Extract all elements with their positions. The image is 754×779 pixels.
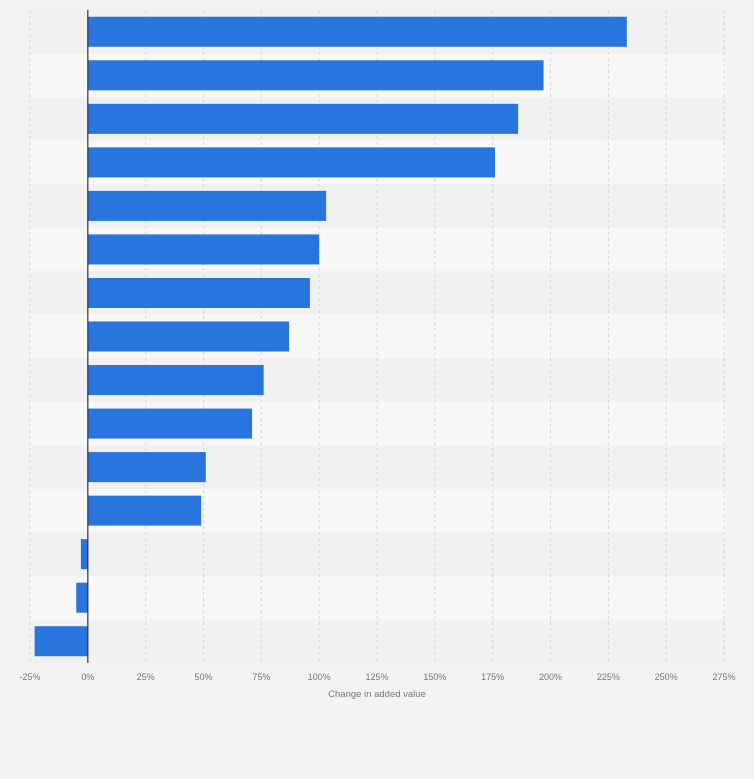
bar bbox=[76, 582, 88, 613]
bar bbox=[80, 539, 88, 570]
row-band bbox=[30, 619, 726, 663]
bar bbox=[87, 190, 327, 221]
x-tick-label: 25% bbox=[137, 672, 155, 682]
x-tick-label: 50% bbox=[194, 672, 212, 682]
bar bbox=[87, 103, 519, 134]
x-tick-label: 275% bbox=[712, 672, 735, 682]
bar bbox=[87, 147, 495, 178]
x-tick-label: 175% bbox=[481, 672, 504, 682]
x-tick-label: -25% bbox=[19, 672, 40, 682]
x-tick-label: 125% bbox=[365, 672, 388, 682]
row-band bbox=[30, 575, 726, 620]
bar bbox=[34, 626, 88, 657]
bar bbox=[87, 234, 320, 265]
bar bbox=[87, 321, 290, 352]
x-tick-label: 200% bbox=[539, 672, 562, 682]
bars bbox=[34, 16, 627, 657]
x-tick-label: 250% bbox=[655, 672, 678, 682]
bar bbox=[87, 452, 206, 483]
bar bbox=[87, 495, 202, 526]
bar bbox=[87, 365, 264, 396]
x-tick-label: 100% bbox=[308, 672, 331, 682]
x-tick-labels: -25% 0% 25% 50% 75% 100% 125% 150% 175% 200% 225% 2… bbox=[19, 672, 735, 682]
x-tick-label: 225% bbox=[597, 672, 620, 682]
x-tick-label: 75% bbox=[252, 672, 270, 682]
bar bbox=[87, 16, 627, 47]
x-tick-label: 150% bbox=[423, 672, 446, 682]
x-axis-title: Change in added value bbox=[328, 689, 426, 700]
row-band bbox=[30, 532, 726, 576]
bar bbox=[87, 408, 253, 439]
x-tick-label: 0% bbox=[81, 672, 94, 682]
bar bbox=[87, 277, 310, 308]
bar bbox=[87, 60, 544, 91]
